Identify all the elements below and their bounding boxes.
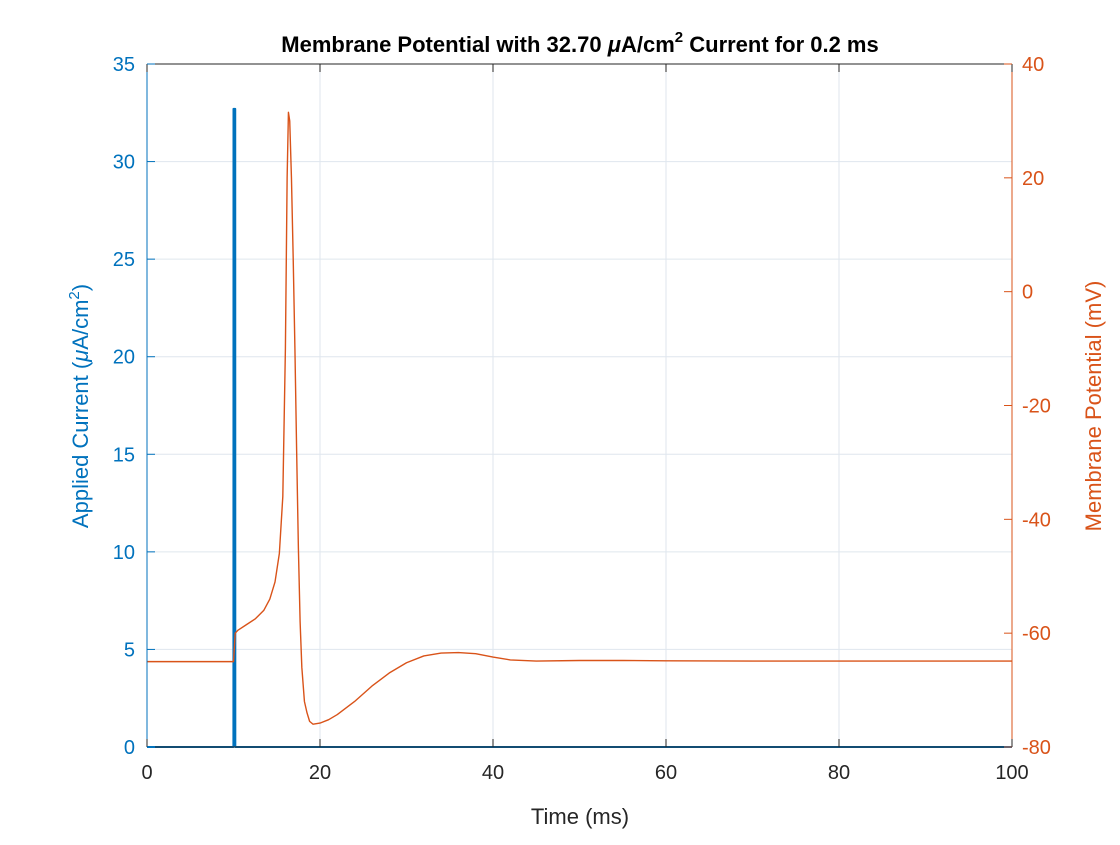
x-axis-label: Time (ms) — [531, 804, 629, 829]
right-y-tick-label: 20 — [1022, 168, 1044, 190]
left-y-tick-label: 15 — [113, 444, 135, 466]
x-tick-label: 60 — [655, 762, 677, 784]
x-tick-label: 80 — [828, 762, 850, 784]
applied-current-line — [147, 107, 1012, 748]
axes: 0 20 40 60 80 100 0 5 10 15 20 25 30 35 -80 -60 -40 -20 0 2… — [113, 54, 1051, 784]
left-y-tick-label: 35 — [113, 54, 135, 76]
right-y-tick-label: -80 — [1022, 737, 1051, 759]
x-tick-label: 0 — [141, 762, 152, 784]
right-y-tick-label: -40 — [1022, 509, 1051, 531]
left-y-tick-label: 20 — [113, 347, 135, 369]
grid — [146, 63, 1013, 748]
chart-title: Membrane Potential with 32.70 μA/cm2 Cur… — [281, 29, 878, 57]
x-tick-label: 40 — [482, 762, 504, 784]
left-y-tick-label: 5 — [124, 639, 135, 661]
left-y-tick-label: 10 — [113, 542, 135, 564]
left-y-tick-label: 0 — [124, 737, 135, 759]
x-tick-label: 20 — [309, 762, 331, 784]
x-tick-label: 100 — [995, 762, 1028, 784]
membrane-potential-line — [147, 111, 1012, 725]
left-y-tick-label: 30 — [113, 152, 135, 174]
right-y-tick-label: 0 — [1022, 282, 1033, 304]
plot-area — [147, 64, 1012, 747]
left-y-tick-label: 25 — [113, 249, 135, 271]
right-y-tick-label: -20 — [1022, 396, 1051, 418]
right-y-axis-label: Membrane Potential (mV) — [1081, 281, 1106, 532]
series-layer — [147, 107, 1012, 748]
left-y-axis-label: Applied Current (μA/cm2) — [66, 284, 93, 528]
right-y-tick-label: -60 — [1022, 623, 1051, 645]
right-y-tick-label: 40 — [1022, 54, 1044, 76]
